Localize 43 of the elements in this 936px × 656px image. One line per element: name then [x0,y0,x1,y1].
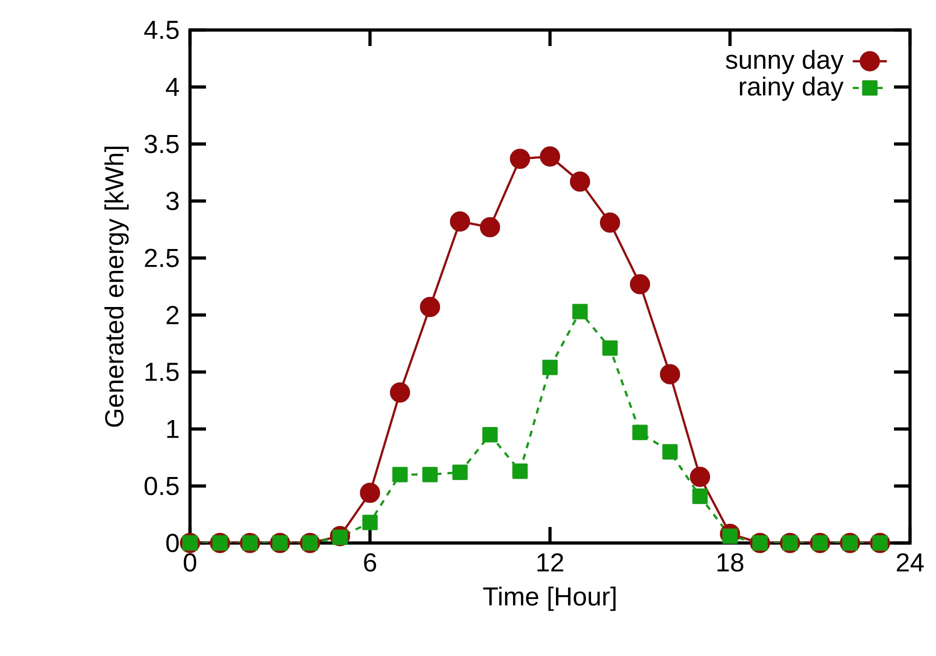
y-tick-label: 4.5 [144,20,179,40]
point [600,212,620,233]
y-tick-label: 1 [167,420,178,438]
point [542,360,558,376]
point [480,217,500,238]
point [390,382,410,403]
y-tick-label: 3.5 [144,134,179,154]
y-tick-label: 0.5 [144,476,179,496]
y-tick-label: 0 [166,534,179,552]
point [692,488,708,504]
point [482,426,498,442]
point [690,466,710,487]
legend-label: rainy day [740,76,844,101]
point [660,364,680,384]
point [570,172,590,192]
y-tick-label: 2 [166,306,178,324]
point [540,146,560,167]
y-axis-title: Generated energy [kWh] [104,146,129,427]
point [510,148,530,169]
point [392,466,408,482]
point [572,304,588,320]
point [422,466,438,482]
point [450,211,470,232]
point [602,340,618,356]
x-tick-label: 18 [718,553,744,572]
x-axis-title: Time [Hour] [483,586,616,611]
x-tick-label: 0 [184,553,196,572]
x-tick-label: 24 [896,553,924,572]
legend-label: sunny day [726,50,844,74]
y-tick-label: 1.5 [146,362,179,382]
point [630,274,650,294]
x-tick-label: 12 [538,553,564,572]
point [632,424,648,440]
point [362,514,378,530]
x-tick-label: 6 [364,553,376,572]
point [512,463,528,479]
y-tick-label: 3 [166,192,179,210]
point [452,464,468,480]
y-tick-label: 2.5 [144,248,179,268]
point [360,482,380,503]
point [420,296,440,318]
y-tick-label: 4 [166,78,179,96]
point [662,444,678,460]
